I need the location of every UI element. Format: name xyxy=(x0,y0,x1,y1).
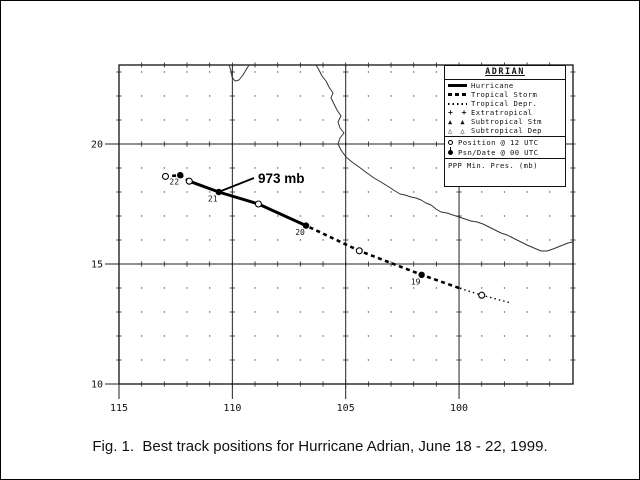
x-axis-tick-label: 100 xyxy=(450,403,468,414)
legend-box: ADRIAN Hurricane Tropical Storm Tropical… xyxy=(444,65,566,187)
legend-title: ADRIAN xyxy=(485,67,525,77)
legend-label: Subtropical Stm xyxy=(471,117,542,126)
position-marker-00utc xyxy=(418,271,425,278)
position-marker-00utc xyxy=(215,188,222,196)
position-marker-12utc xyxy=(161,172,170,180)
position-marker-12utc xyxy=(355,247,363,255)
filled-triangle-icon: ▲ ▲ xyxy=(448,117,467,126)
y-axis-tick-label: 15 xyxy=(91,260,103,271)
legend-item-hurricane: Hurricane xyxy=(448,81,562,90)
legend-label: Position @ 12 UTC xyxy=(458,138,539,148)
position-marker-00utc xyxy=(302,222,310,229)
dashed-line-icon xyxy=(448,93,467,96)
figure-caption: Fig. 1. Best track positions for Hurrica… xyxy=(92,438,548,455)
date-label: 20 xyxy=(295,228,305,237)
legend-item-extratropical: + + Extratropical xyxy=(448,108,562,117)
date-label: 21 xyxy=(208,195,218,204)
legend-label: Tropical Depr. xyxy=(471,99,538,108)
plus-plus-icon: + + xyxy=(448,107,469,117)
legend-label: Psn/Date @ 00 UTC xyxy=(458,147,539,157)
legend-label: Hurricane xyxy=(471,81,514,90)
legend-divider xyxy=(445,136,565,137)
dotted-line-icon xyxy=(448,102,467,105)
legend-item-tropical-depression: Tropical Depr. xyxy=(448,99,562,108)
legend-divider xyxy=(445,79,565,80)
date-label: 19 xyxy=(411,277,421,286)
position-marker-12utc xyxy=(254,200,262,208)
open-triangle-icon: △ △ xyxy=(448,126,467,135)
date-label: 22 xyxy=(169,178,179,187)
x-axis-tick-label: 105 xyxy=(337,403,355,414)
legend-item-position-00utc: Psn/Date @ 00 UTC xyxy=(448,146,562,158)
legend-item-subtropical-depression: △ △ Subtropical Dep xyxy=(448,126,562,135)
y-axis-tick-label: 10 xyxy=(91,380,103,391)
legend-label: Extratropical xyxy=(471,108,533,117)
y-axis-tick-label: 20 xyxy=(91,140,103,151)
legend-item-position-12utc: Position @ 12 UTC xyxy=(448,138,562,148)
legend-divider xyxy=(445,158,565,159)
filled-circle-icon xyxy=(448,146,453,155)
position-marker-12utc xyxy=(478,291,486,299)
x-axis-tick-label: 115 xyxy=(110,403,128,414)
x-axis-tick-label: 110 xyxy=(223,403,241,414)
legend-label: Tropical Storm xyxy=(471,90,538,99)
position-marker-00utc xyxy=(177,172,184,179)
legend-item-tropical-storm: Tropical Storm xyxy=(448,90,562,99)
track-segment-hurricane xyxy=(188,179,307,227)
legend-label: Subtropical Dep xyxy=(471,126,542,135)
position-marker-12utc xyxy=(185,177,193,185)
legend-item-subtropical-storm: ▲ ▲ Subtropical Stm xyxy=(448,117,562,126)
open-circle-icon xyxy=(448,140,453,146)
solid-line-icon xyxy=(448,84,467,87)
min-pressure-annotation: 973 mb xyxy=(258,171,305,186)
track-segment-tropical-storm xyxy=(305,224,460,290)
legend-footer: PPP Min. Pres. (mb) xyxy=(448,161,538,170)
